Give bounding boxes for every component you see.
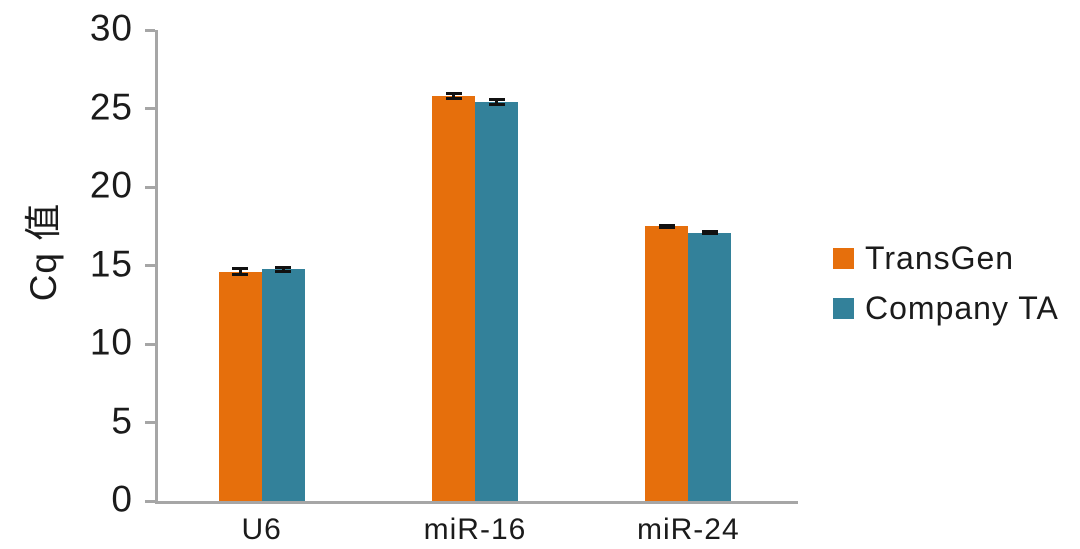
error-bar	[488, 98, 505, 107]
error-bar-cap-bottom	[232, 273, 249, 277]
x-tick-label-mir-16: miR-16	[423, 513, 527, 546]
y-tick-mark	[145, 421, 155, 424]
y-tick-mark	[145, 28, 155, 32]
error-bar-stem	[495, 98, 498, 107]
error-bar	[232, 267, 249, 277]
bar-U6-company-ta	[261, 269, 305, 501]
y-tick-mark	[145, 185, 155, 189]
bar-miR-16-transgen	[432, 95, 475, 501]
bar-U6-transgen	[218, 271, 262, 501]
legend-label: TransGen	[865, 240, 1015, 276]
error-bar-stem	[238, 267, 242, 277]
bar-miR-24-transgen	[645, 226, 689, 501]
plot-area	[155, 30, 798, 504]
error-bar	[701, 230, 718, 235]
bar-miR-24-company-ta	[688, 232, 732, 501]
y-tick-mark	[145, 342, 155, 346]
legend: TransGen Company TA	[833, 240, 1059, 327]
x-tick-label-u6: U6	[241, 513, 282, 546]
y-tick-label: 25	[89, 85, 133, 127]
error-bar-cap-bottom	[488, 103, 505, 107]
error-bar	[445, 92, 462, 100]
legend-swatch	[833, 298, 854, 319]
error-bar	[658, 223, 675, 229]
y-tick-mark	[145, 264, 155, 267]
error-bar-stem	[452, 92, 455, 100]
y-tick-mark	[145, 107, 155, 110]
bar-miR-16-company-ta	[475, 102, 518, 501]
y-tick-label: 5	[111, 399, 133, 441]
y-tick-mark	[145, 499, 155, 503]
legend-item-company-ta: Company TA	[833, 290, 1059, 327]
x-tick-label-mir-24: miR-24	[636, 513, 740, 546]
error-bar-stem	[281, 265, 285, 274]
legend-label: Company TA	[865, 290, 1059, 326]
y-tick-label: 30	[89, 7, 133, 49]
y-tick-label: 0	[111, 478, 133, 520]
error-bar-cap-bottom	[275, 270, 292, 274]
y-tick-label: 20	[89, 164, 133, 206]
error-bar-cap-bottom	[658, 225, 675, 229]
y-tick-label: 10	[89, 321, 133, 363]
error-bar-cap-bottom	[445, 96, 462, 100]
legend-swatch	[833, 248, 854, 269]
error-bar	[275, 265, 292, 274]
error-bar-cap-bottom	[701, 231, 718, 235]
legend-item-transgen: TransGen	[833, 240, 1059, 277]
y-tick-label: 15	[89, 242, 133, 284]
